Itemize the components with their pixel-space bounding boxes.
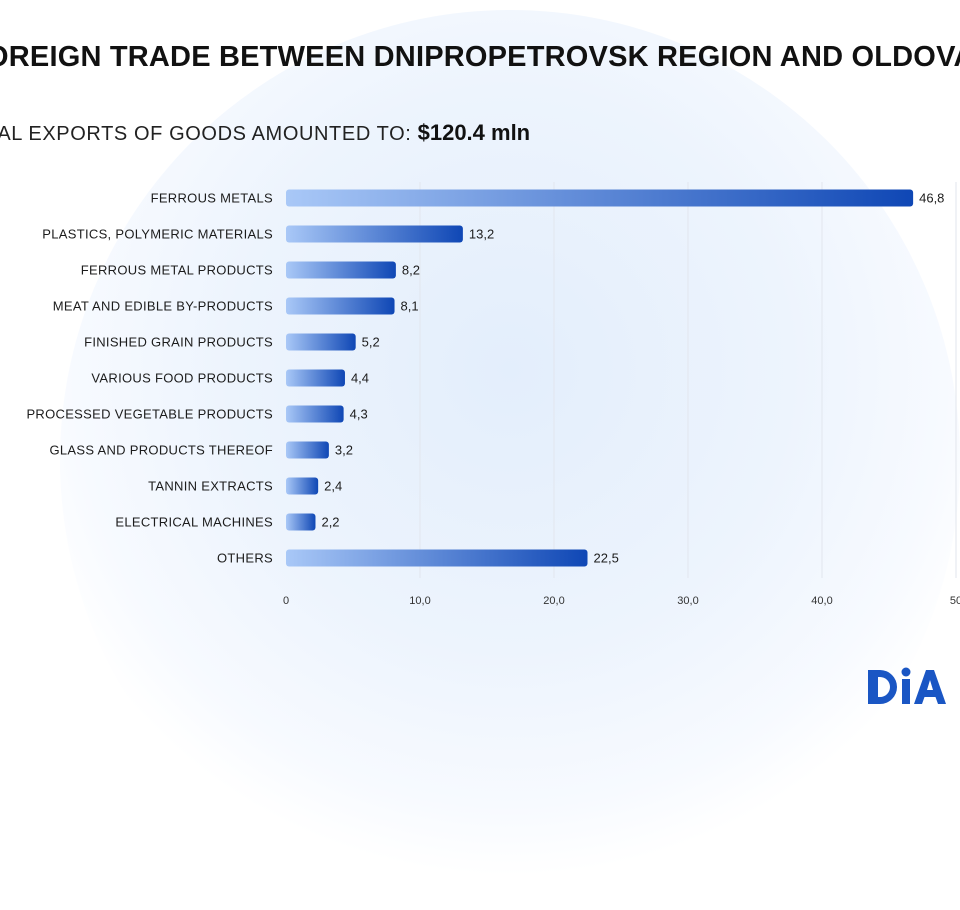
bars-group: FERROUS METALS 46,8 PLASTICS, POLYMERIC MA…: [26, 189, 944, 567]
category-label: FERROUS METAL PRODUCTS: [81, 263, 273, 278]
bar-value-label: 4,4: [351, 371, 369, 386]
grid-lines: [419, 182, 957, 578]
bar: [286, 297, 395, 315]
category-label: PROCESSED VEGETABLE PRODUCTS: [26, 407, 273, 422]
bar: [286, 405, 344, 423]
bar-value-label: 8,1: [401, 299, 419, 314]
bar: [286, 513, 316, 531]
category-label: FINISHED GRAIN PRODUCTS: [84, 335, 273, 350]
category-label: FERROUS METALS: [151, 191, 273, 206]
bar-value-label: 3,2: [335, 443, 353, 458]
x-axis-ticks: 0 10,0 20,0 30,0 40,0 50: [283, 595, 960, 607]
category-label: TANNIN EXTRACTS: [148, 479, 273, 494]
x-tick-label: 20,0: [543, 595, 564, 607]
category-label: VARIOUS FOOD PRODUCTS: [91, 371, 273, 386]
bar-chart: FERROUS METALS 46,8 PLASTICS, POLYMERIC MA…: [26, 182, 960, 607]
bar-value-label: 4,3: [350, 407, 368, 422]
bar-value-label: 22,5: [594, 551, 619, 566]
bar-value-label: 8,2: [402, 263, 420, 278]
bar-value-label: 46,8: [919, 191, 944, 206]
bar: [286, 477, 319, 495]
bar: [286, 189, 914, 207]
category-label: PLASTICS, POLYMERIC MATERIALS: [42, 227, 273, 242]
bar: [286, 549, 588, 567]
bar-value-label: 2,4: [324, 479, 342, 494]
bar-value-label: 5,2: [362, 335, 380, 350]
x-tick-label: 30,0: [677, 595, 698, 607]
x-tick-label: 50: [950, 595, 960, 607]
x-tick-label: 10,0: [409, 595, 430, 607]
bar-value-label: 2,2: [321, 515, 339, 530]
x-tick-label: 40,0: [811, 595, 832, 607]
category-label: OTHERS: [217, 551, 273, 566]
bar: [286, 261, 396, 279]
chart-title: OREIGN TRADE BETWEEN DNIPROPETROVSK REGI…: [0, 41, 960, 73]
x-tick-label: 0: [283, 595, 289, 607]
bar-value-label: 13,2: [469, 227, 494, 242]
subtitle-prefix: TAL EXPORTS OF GOODS AMOUNTED TO:: [0, 123, 412, 145]
bar: [286, 441, 329, 459]
category-label: GLASS AND PRODUCTS THEREOF: [49, 443, 273, 458]
category-label: ELECTRICAL MACHINES: [115, 515, 273, 530]
bar: [286, 225, 463, 243]
dia-logo-icon: [868, 667, 946, 704]
chart-subtitle: TAL EXPORTS OF GOODS AMOUNTED TO: $120.4…: [0, 120, 530, 146]
total-exports-amount: $120.4 mln: [417, 120, 531, 145]
bar: [286, 369, 345, 387]
bar: [286, 333, 356, 351]
category-label: MEAT AND EDIBLE BY-PRODUCTS: [53, 299, 273, 314]
